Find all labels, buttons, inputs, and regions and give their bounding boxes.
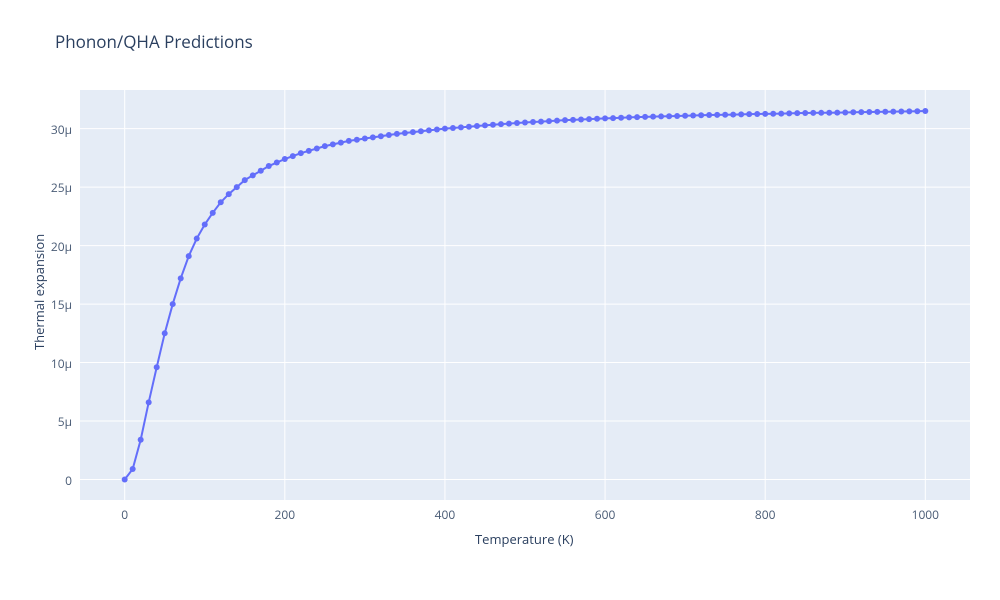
chart-container: Phonon/QHA Predictions 05µ10µ15µ20µ25µ30… — [0, 0, 1000, 600]
y-tick-label: 25µ — [32, 179, 72, 196]
x-tick-label: 0 — [100, 506, 150, 523]
x-axis-label: Temperature (K) — [475, 530, 574, 548]
y-tick-label: 0 — [32, 472, 72, 489]
data-series[interactable] — [0, 0, 1000, 600]
y-tick-label: 10µ — [32, 355, 72, 372]
x-tick-label: 200 — [260, 506, 310, 523]
x-tick-label: 1000 — [900, 506, 950, 523]
x-tick-label: 400 — [420, 506, 470, 523]
y-axis-label: Thermal expansion — [30, 234, 48, 350]
y-tick-label: 5µ — [32, 413, 72, 430]
y-tick-label: 30µ — [32, 121, 72, 138]
x-tick-label: 800 — [740, 506, 790, 523]
x-tick-label: 600 — [580, 506, 630, 523]
